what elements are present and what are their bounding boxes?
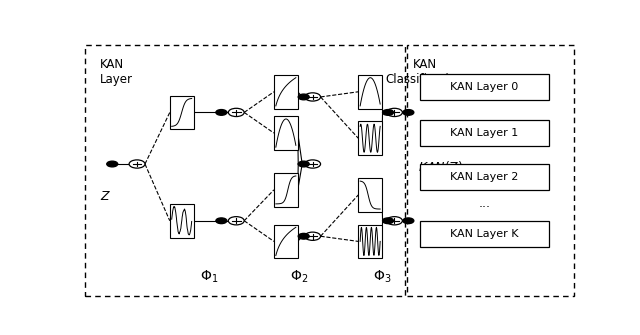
Text: $\Phi_3$: $\Phi_3$ xyxy=(373,269,392,285)
Circle shape xyxy=(305,232,321,241)
Circle shape xyxy=(298,94,309,100)
Circle shape xyxy=(298,233,309,239)
Circle shape xyxy=(387,108,403,117)
FancyBboxPatch shape xyxy=(274,225,298,258)
FancyBboxPatch shape xyxy=(420,164,548,190)
FancyBboxPatch shape xyxy=(358,178,382,212)
Text: $\Phi_2$: $\Phi_2$ xyxy=(290,269,308,285)
Text: KAN
Layer: KAN Layer xyxy=(100,58,133,86)
Circle shape xyxy=(129,160,145,168)
FancyBboxPatch shape xyxy=(170,96,193,129)
FancyBboxPatch shape xyxy=(408,45,573,295)
Text: KAN Layer 2: KAN Layer 2 xyxy=(450,172,518,182)
Circle shape xyxy=(216,110,227,115)
Text: ...: ... xyxy=(478,198,490,210)
Circle shape xyxy=(387,217,403,225)
Circle shape xyxy=(383,110,394,115)
Text: $\Phi_1$: $\Phi_1$ xyxy=(200,269,218,285)
Circle shape xyxy=(383,218,394,223)
FancyBboxPatch shape xyxy=(420,120,548,146)
FancyBboxPatch shape xyxy=(85,45,405,295)
Circle shape xyxy=(403,110,414,115)
Text: $Z$: $Z$ xyxy=(100,190,111,203)
Circle shape xyxy=(107,161,118,167)
FancyBboxPatch shape xyxy=(358,75,382,109)
Text: KAN Layer 0: KAN Layer 0 xyxy=(450,82,518,92)
Circle shape xyxy=(403,218,414,223)
Text: KAN Layer K: KAN Layer K xyxy=(450,229,518,239)
Circle shape xyxy=(228,217,244,225)
Text: $KAN(Z)$: $KAN(Z)$ xyxy=(419,159,463,174)
FancyBboxPatch shape xyxy=(170,204,193,238)
FancyBboxPatch shape xyxy=(274,75,298,109)
Circle shape xyxy=(216,218,227,223)
FancyBboxPatch shape xyxy=(420,74,548,99)
Text: KAN
Classification: KAN Classification xyxy=(385,58,464,86)
FancyBboxPatch shape xyxy=(420,221,548,247)
Circle shape xyxy=(305,93,321,101)
FancyBboxPatch shape xyxy=(274,173,298,207)
Circle shape xyxy=(305,160,321,168)
FancyBboxPatch shape xyxy=(358,122,382,155)
Circle shape xyxy=(228,108,244,117)
Circle shape xyxy=(298,161,309,167)
FancyBboxPatch shape xyxy=(274,116,298,150)
Text: KAN Layer 1: KAN Layer 1 xyxy=(450,128,518,138)
FancyBboxPatch shape xyxy=(358,225,382,258)
